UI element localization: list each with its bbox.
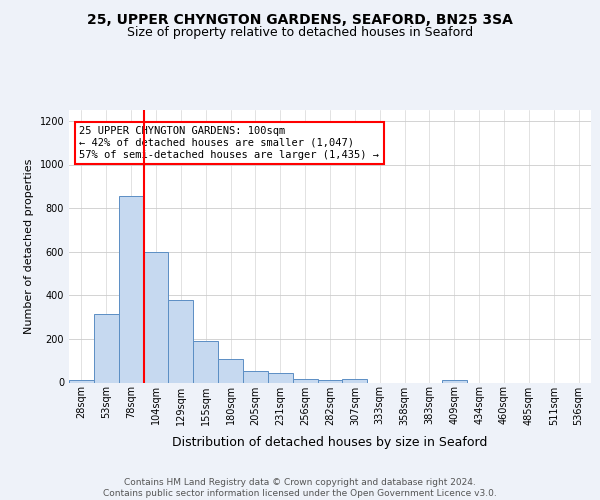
Bar (343, 379, 367, 382)
Text: 25, UPPER CHYNGTON GARDENS, SEAFORD, BN25 3SA: 25, UPPER CHYNGTON GARDENS, SEAFORD, BN2… (87, 12, 513, 26)
Bar (317, 380, 343, 382)
Bar (218, 358, 243, 382)
Bar (442, 380, 467, 382)
Bar (243, 370, 268, 382)
Bar (293, 379, 317, 382)
Text: 25 UPPER CHYNGTON GARDENS: 100sqm
← 42% of detached houses are smaller (1,047)
5: 25 UPPER CHYNGTON GARDENS: 100sqm ← 42% … (79, 126, 379, 160)
Text: Contains HM Land Registry data © Crown copyright and database right 2024.
Contai: Contains HM Land Registry data © Crown c… (103, 478, 497, 498)
Bar (193, 341, 218, 382)
Bar (268, 372, 293, 382)
Text: Size of property relative to detached houses in Seaford: Size of property relative to detached ho… (127, 26, 473, 39)
X-axis label: Distribution of detached houses by size in Seaford: Distribution of detached houses by size … (172, 436, 488, 449)
Bar (69, 380, 94, 382)
Y-axis label: Number of detached properties: Number of detached properties (24, 158, 34, 334)
Bar (119, 196, 143, 382)
Bar (143, 252, 169, 382)
Bar (94, 314, 119, 382)
Bar (169, 300, 193, 382)
